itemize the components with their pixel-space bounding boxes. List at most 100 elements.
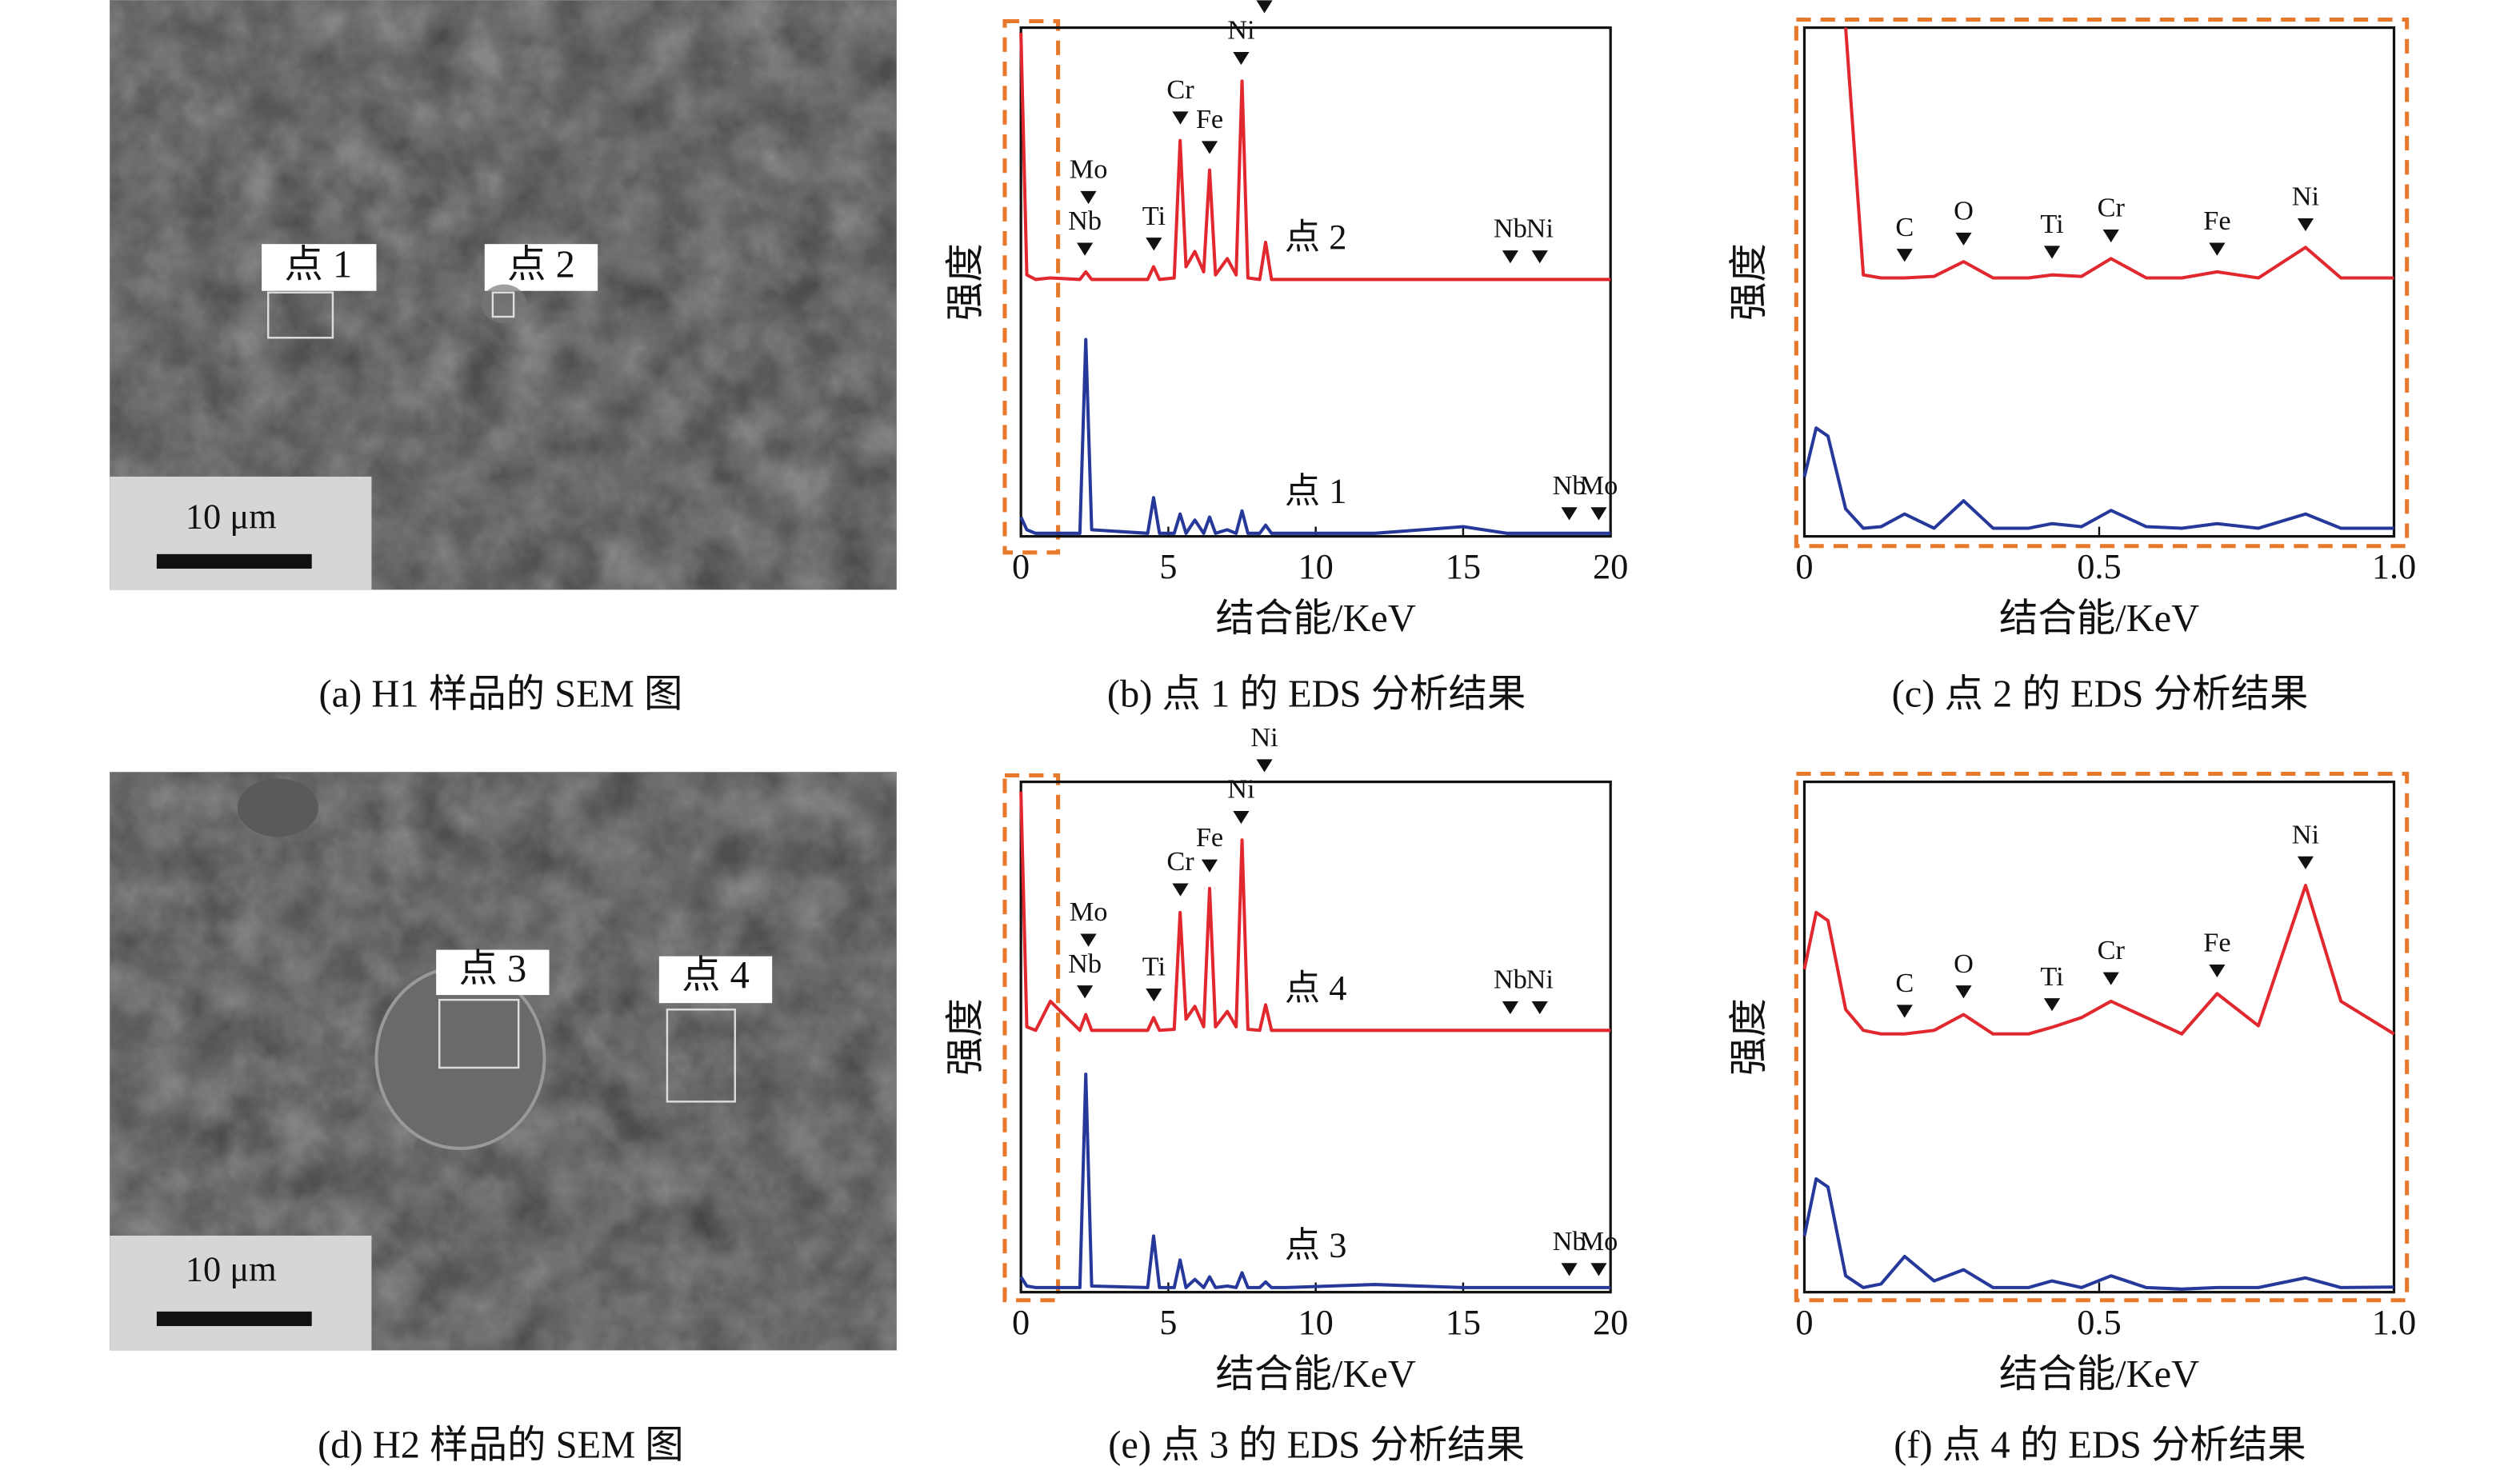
y-axis-label: 强度 xyxy=(945,243,987,321)
y-axis-label: 强度 xyxy=(1728,998,1770,1076)
peak-marker xyxy=(2209,242,2226,256)
highlight-box xyxy=(1002,18,1061,555)
peak-marker xyxy=(1201,859,1218,873)
caption: (e) 点 3 的 EDS 分析结果 xyxy=(1108,1424,1525,1467)
peak-marker xyxy=(1561,507,1578,521)
peak-label: Ti xyxy=(2040,209,2063,239)
x-tick-label: 15 xyxy=(1446,546,1481,586)
x-tick-label: 10 xyxy=(1298,546,1333,586)
peak-label: Cr xyxy=(2098,935,2126,965)
caption: (c) 点 2 的 EDS 分析结果 xyxy=(1892,673,2309,716)
peak-label: Mo xyxy=(1070,154,1108,185)
peak-marker xyxy=(2102,972,2119,985)
x-tick-label: 0 xyxy=(1012,546,1030,586)
x-tick-label: 10 xyxy=(1298,1302,1333,1342)
scale-bar-label: 10 μm xyxy=(186,1249,277,1289)
peak-marker xyxy=(1502,1001,1518,1015)
peak-marker xyxy=(1233,52,1250,66)
peak-label: Fe xyxy=(1196,822,1223,853)
peak-marker xyxy=(2043,998,2061,1012)
caption: (a) H1 样品的 SEM 图 xyxy=(319,673,683,716)
peak-marker xyxy=(1502,250,1518,264)
sem-image-d: 10 μm 点 3 点 4 xyxy=(110,772,897,1351)
peak-marker xyxy=(1172,883,1189,897)
spectrum-line xyxy=(1019,791,1611,1033)
peak-marker xyxy=(1531,1001,1548,1015)
plot-frame xyxy=(1802,26,2396,538)
peak-label: Fe xyxy=(1196,104,1223,134)
x-tick-label: 0.5 xyxy=(2077,1302,2122,1342)
peak-label: Ni xyxy=(2292,819,2319,849)
y-axis-label: 强度 xyxy=(1728,243,1770,321)
peak-marker xyxy=(1561,1263,1578,1276)
peak-label: Ni xyxy=(1227,774,1254,805)
y-axis-label: 强度 xyxy=(945,998,987,1076)
peak-label: Ni xyxy=(1250,722,1278,753)
point-label: 点 1 xyxy=(284,244,352,286)
peak-label: O xyxy=(1954,949,1974,979)
peak-marker xyxy=(1590,507,1607,521)
peak-label: Nb xyxy=(1068,206,1102,236)
peak-label: Cr xyxy=(1166,74,1194,105)
peak-label: Fe xyxy=(2203,928,2230,958)
peak-label: Cr xyxy=(2098,193,2126,223)
peak-marker xyxy=(1077,985,1094,999)
peak-marker xyxy=(1080,190,1097,205)
highlight-box xyxy=(1794,17,2410,549)
series-label: 点 2 xyxy=(1285,217,1347,257)
caption: (d) H2 样品的 SEM 图 xyxy=(318,1424,684,1467)
peak-marker xyxy=(1896,1005,1913,1018)
x-axis-label: 结合能/KeV xyxy=(1999,597,2199,640)
point-label: 点 2 xyxy=(507,244,575,286)
x-tick-label: 0 xyxy=(1795,546,1813,586)
x-tick-label: 0.5 xyxy=(2077,546,2122,586)
spectrum-line xyxy=(1802,884,2395,1036)
peak-label: Fe xyxy=(2203,206,2230,236)
peak-marker xyxy=(1201,141,1218,154)
peak-marker xyxy=(2043,246,2061,259)
peak-marker xyxy=(1256,0,1273,14)
peak-label: Ti xyxy=(1142,952,1166,982)
peak-label: Ti xyxy=(2040,961,2063,992)
sem-image-a: 10 μm 点 1 点 2 xyxy=(110,0,897,590)
peak-label: Nb xyxy=(1068,949,1102,979)
peak-marker xyxy=(2297,856,2314,869)
scale-bar-label: 10 μm xyxy=(186,497,277,537)
plot-frame xyxy=(1019,26,1612,538)
highlight-box xyxy=(1794,771,2410,1303)
peak-marker xyxy=(2209,965,2226,978)
series-label: 点 4 xyxy=(1285,968,1347,1008)
spectrum-line xyxy=(1019,32,1611,282)
peak-marker xyxy=(1256,759,1273,773)
caption: (b) 点 1 的 EDS 分析结果 xyxy=(1107,673,1526,716)
x-axis-label: 结合能/KeV xyxy=(1216,1353,1416,1396)
peak-marker xyxy=(1146,989,1162,1002)
spectrum-line xyxy=(1019,1073,1611,1289)
x-tick-label: 15 xyxy=(1446,1302,1481,1342)
peak-label: Ni xyxy=(1227,15,1254,46)
point-label: 点 3 xyxy=(458,948,526,990)
x-tick-label: 5 xyxy=(1159,546,1177,586)
peak-marker xyxy=(2297,218,2314,232)
x-axis-label: 结合能/KeV xyxy=(1999,1353,2199,1396)
peak-marker xyxy=(1233,810,1250,825)
caption: (f) 点 4 的 EDS 分析结果 xyxy=(1894,1424,2306,1467)
x-tick-label: 0 xyxy=(1012,1302,1030,1342)
plot-frame xyxy=(1019,780,1612,1294)
spectrum-line xyxy=(1802,1176,2394,1291)
peak-marker xyxy=(1172,111,1189,125)
spectrum-line xyxy=(1844,27,2394,280)
peak-label: C xyxy=(1895,212,1914,242)
peak-marker xyxy=(2102,230,2119,243)
x-tick-label: 1.0 xyxy=(2372,546,2417,586)
highlight-box xyxy=(1002,773,1061,1303)
peak-label: Ti xyxy=(1142,201,1166,231)
peak-marker xyxy=(1146,238,1162,251)
peak-label: Ni xyxy=(2292,182,2319,212)
spectrum-line xyxy=(1802,426,2394,530)
peak-label: C xyxy=(1895,968,1914,998)
x-tick-label: 0 xyxy=(1795,1302,1813,1342)
spectrum-line xyxy=(1019,338,1611,535)
peak-marker xyxy=(1955,985,1972,999)
